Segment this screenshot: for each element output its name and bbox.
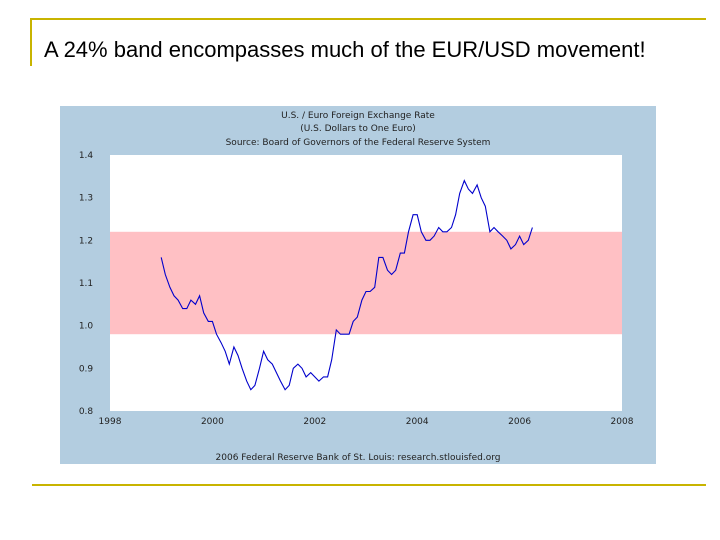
series-line-eur-usd [160, 179, 533, 391]
chart-subtitle: (U.S. Dollars to One Euro) [300, 124, 416, 134]
y-tick-label: 1.3 [79, 194, 93, 204]
band-24-percent [110, 231, 622, 335]
y-tick-label: 1.4 [79, 151, 94, 161]
x-tick-label: 2000 [201, 417, 224, 427]
chart-title: U.S. / Euro Foreign Exchange Rate [281, 111, 435, 121]
x-tick-label: 2008 [611, 417, 634, 427]
x-tick-label: 2004 [406, 417, 429, 427]
y-tick-label: 1.2 [79, 236, 93, 246]
slide-frame-bottom-rule [32, 484, 706, 486]
chart-footer: 2006 Federal Reserve Bank of St. Louis: … [216, 453, 501, 463]
chart-source: Source: Board of Governors of the Federa… [226, 138, 491, 148]
y-tick-label: 1.1 [79, 279, 93, 289]
x-tick-label: 2006 [508, 417, 531, 427]
y-tick-label: 0.8 [79, 407, 94, 417]
x-tick-label: 2002 [303, 417, 326, 427]
y-tick-label: 1.0 [79, 322, 94, 332]
slide-title: A 24% band encompasses much of the EUR/U… [44, 37, 646, 62]
slide-frame-left-rule [30, 18, 32, 66]
slide-frame-top-rule [30, 18, 706, 20]
chart-figure: U.S. / Euro Foreign Exchange Rate (U.S. … [60, 106, 656, 464]
y-tick-label: 0.9 [79, 364, 94, 374]
x-tick-label: 1998 [99, 417, 122, 427]
